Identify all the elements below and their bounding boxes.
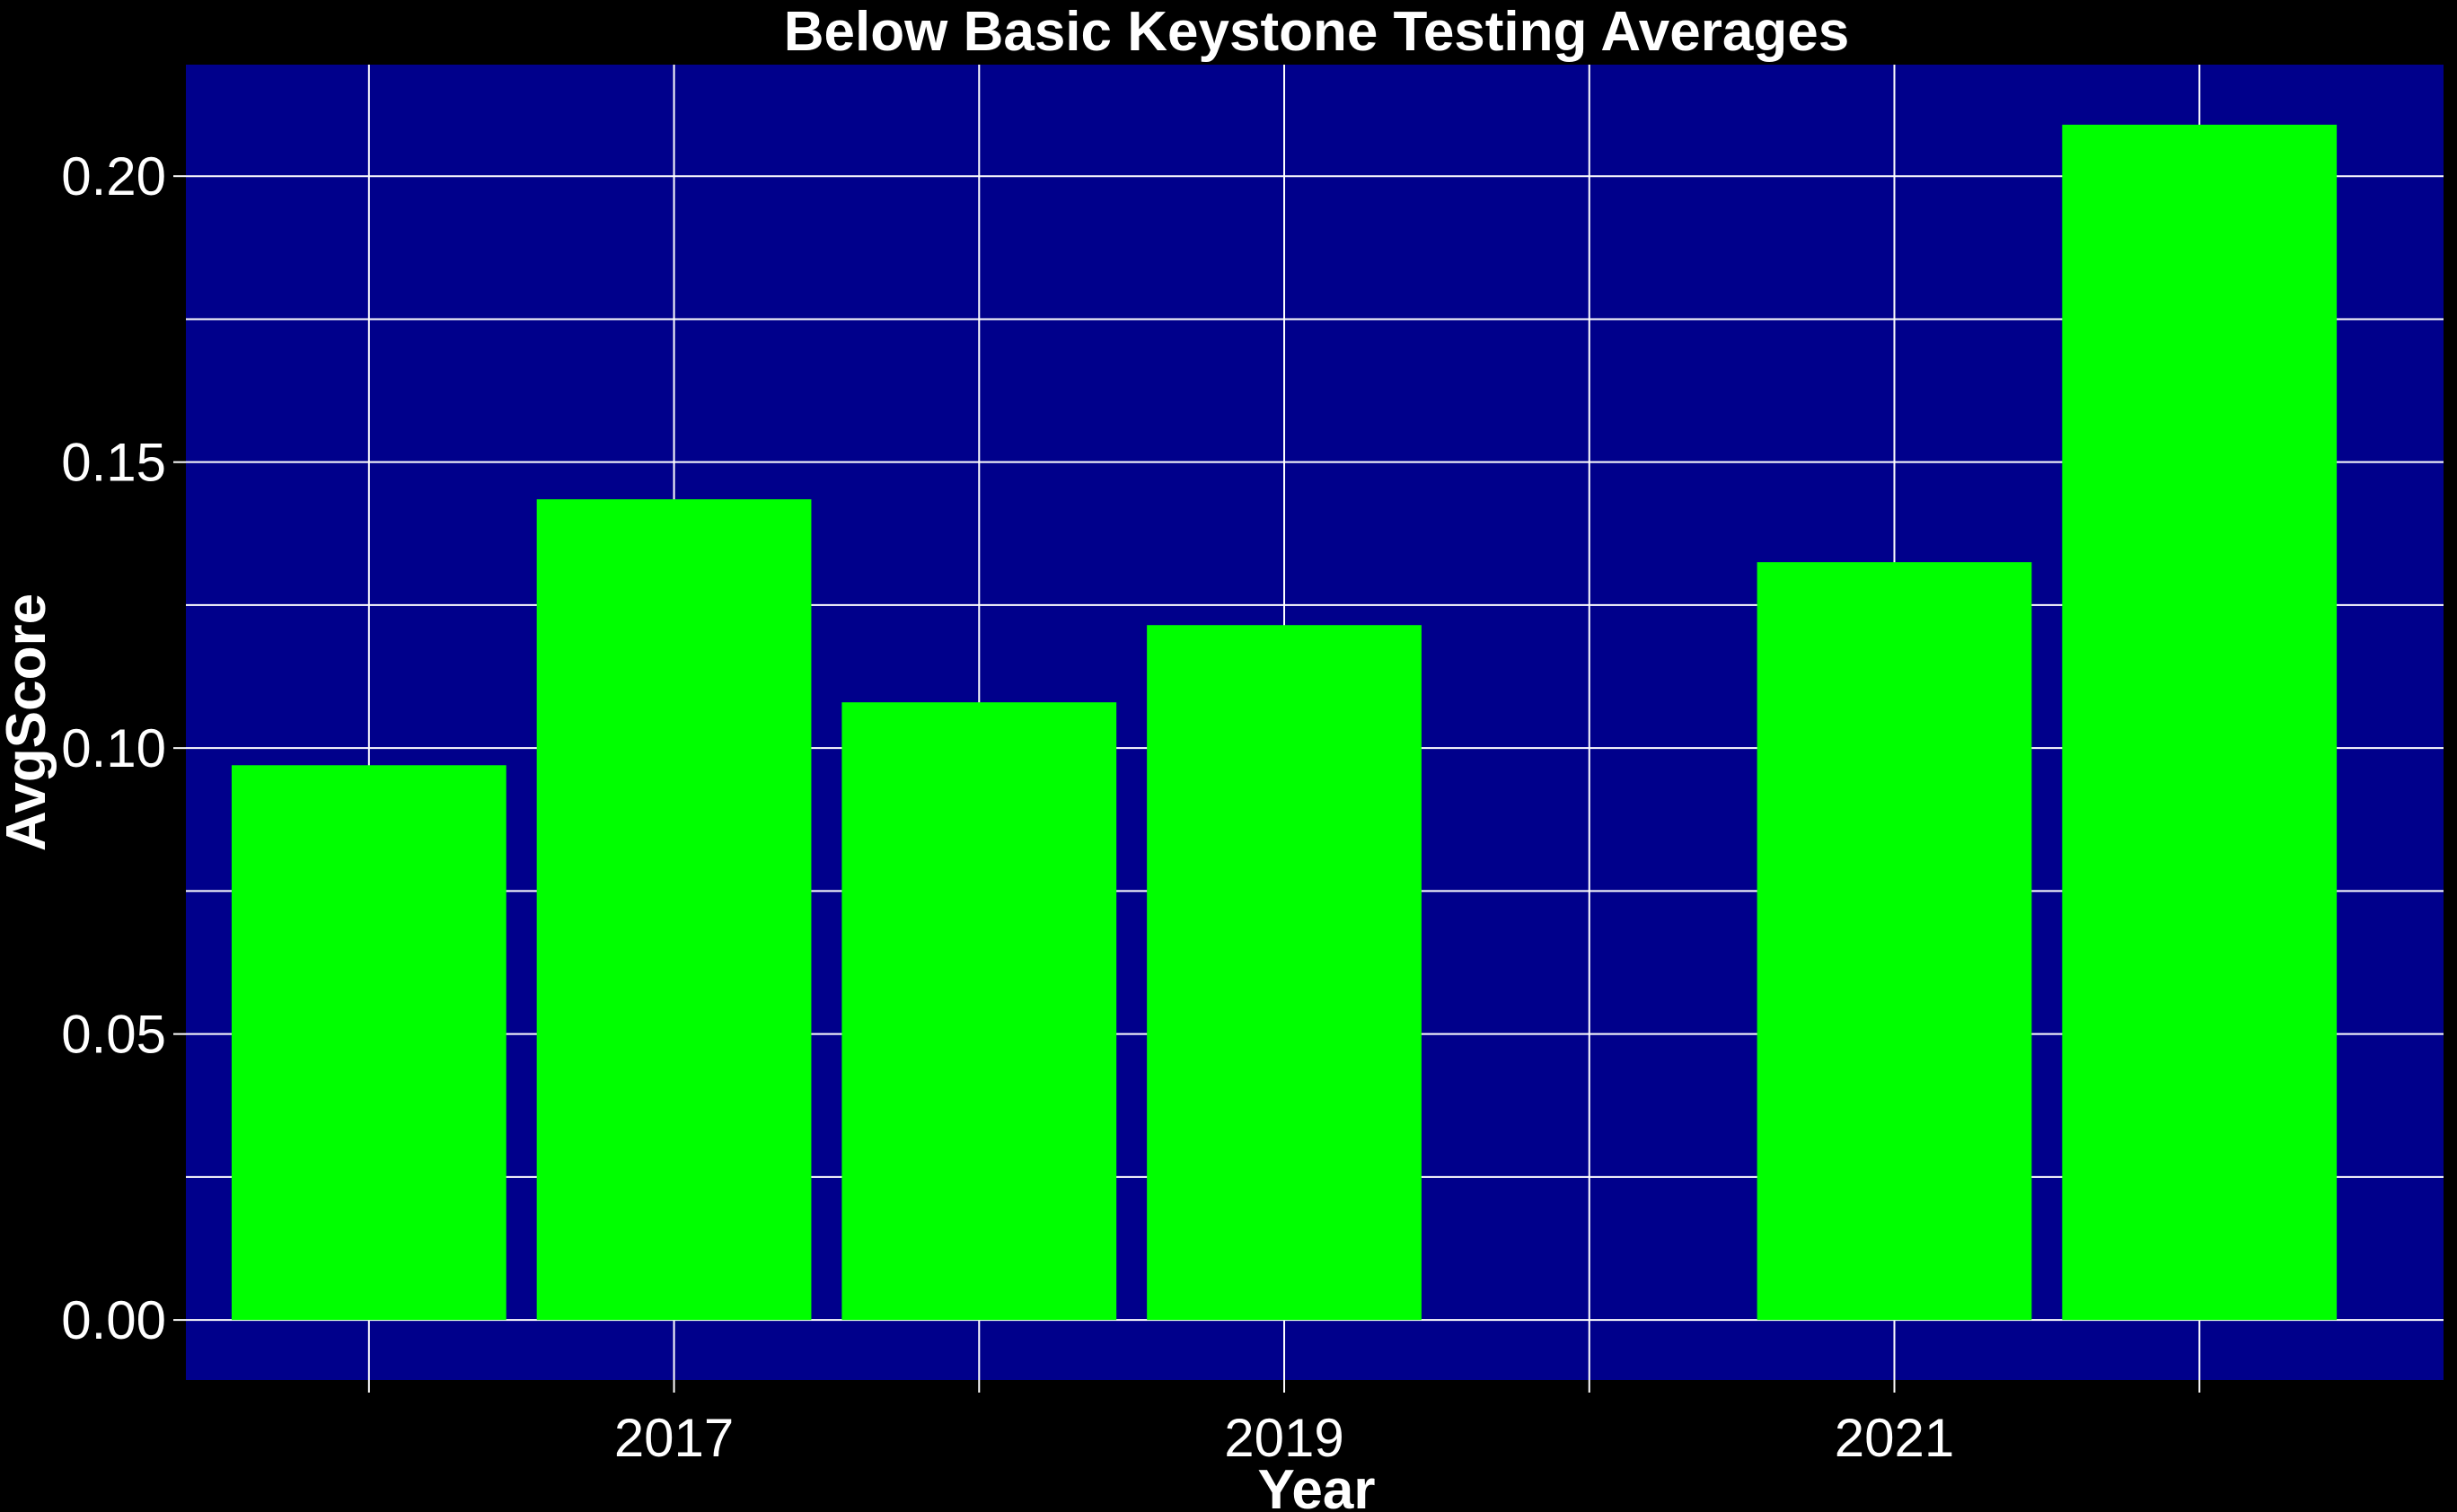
bars-layer xyxy=(231,124,2338,1321)
bar-2021 xyxy=(1757,562,2032,1321)
bar-2018 xyxy=(841,702,1117,1321)
x-tick-label: 2021 xyxy=(1835,1408,1954,1468)
y-tick-label: 0.05 xyxy=(61,1005,166,1065)
bar-2017 xyxy=(536,499,812,1321)
y-tick-label: 0.10 xyxy=(61,718,166,778)
y-tick-label: 0.00 xyxy=(61,1290,166,1350)
bar-2016 xyxy=(231,765,506,1321)
x-tick-label: 2017 xyxy=(614,1408,734,1468)
bar-2019 xyxy=(1147,625,1422,1321)
x-axis-title: Year xyxy=(1257,1459,1375,1512)
bar-2022 xyxy=(2062,124,2338,1321)
y-tick-label: 0.15 xyxy=(61,433,166,493)
y-axis-title: AvgScore xyxy=(0,593,57,851)
x-tick-label: 2019 xyxy=(1224,1408,1343,1468)
y-tick-label: 0.20 xyxy=(61,146,166,207)
ticks-layer: 0.00 0.05 0.10 0.15 0.20 2017 2019 2021 xyxy=(61,146,2201,1468)
chart-title: Below Basic Keystone Testing Averages xyxy=(784,1,1849,63)
